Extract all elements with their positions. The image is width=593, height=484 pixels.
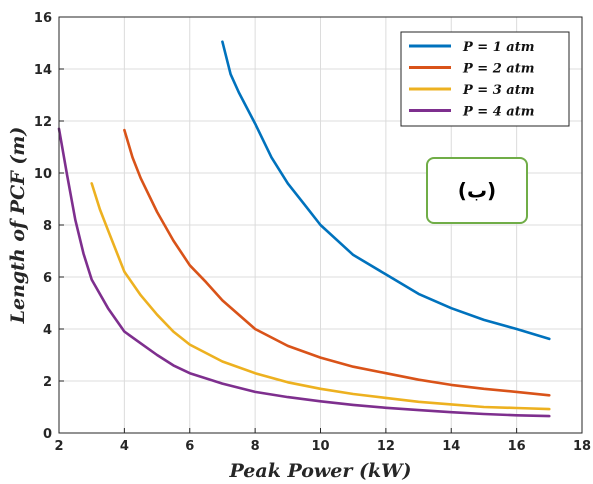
y-tick-label: 14: [34, 63, 52, 78]
y-tick-label: 4: [43, 323, 52, 338]
x-tick-label: 12: [377, 439, 395, 454]
y-tick-label: 8: [43, 219, 52, 234]
series-line-1: [221, 40, 551, 341]
x-tick-label: 18: [573, 439, 591, 454]
x-tick-label: 10: [311, 439, 329, 454]
tick-marks: [58, 16, 583, 434]
legend-label-2: P = 2 atm: [462, 62, 534, 77]
y-tick-label: 10: [34, 167, 52, 182]
x-tick-label: 16: [508, 439, 526, 454]
legend: P = 1 atm P = 2 atm P = 3 atm P = 4 atm: [400, 31, 570, 127]
x-tick-label: 14: [442, 439, 460, 454]
y-tick-labels: 0 2 4 6 8 10 12 14 16: [34, 11, 52, 442]
x-axis-title: Peak Power (kW): [229, 460, 412, 482]
legend-label-1: P = 1 atm: [462, 40, 534, 55]
annotation: (ب): [426, 157, 528, 224]
annotation-box: [426, 157, 528, 224]
legend-label-4: P = 4 atm: [462, 105, 534, 120]
y-tick-label: 0: [43, 427, 52, 442]
x-tick-label: 2: [54, 439, 63, 454]
y-axis-title: Length of PCF (m): [7, 127, 29, 325]
y-tick-label: 2: [43, 375, 52, 390]
y-tick-label: 6: [43, 271, 52, 286]
series-line-2: [123, 128, 551, 397]
x-tick-label: 8: [251, 439, 260, 454]
x-tick-labels: 2 4 6 8 10 12 14 16 18: [54, 439, 591, 454]
y-tick-label: 12: [34, 115, 52, 130]
legend-label-3: P = 3 atm: [462, 83, 534, 98]
x-tick-label: 6: [185, 439, 194, 454]
x-tick-label: 4: [120, 439, 129, 454]
series-line-3: [90, 182, 551, 411]
data-series: [57, 40, 551, 418]
y-tick-label: 16: [34, 11, 52, 26]
series-line-4: [57, 127, 551, 418]
annotation-text: (ب): [458, 179, 496, 203]
